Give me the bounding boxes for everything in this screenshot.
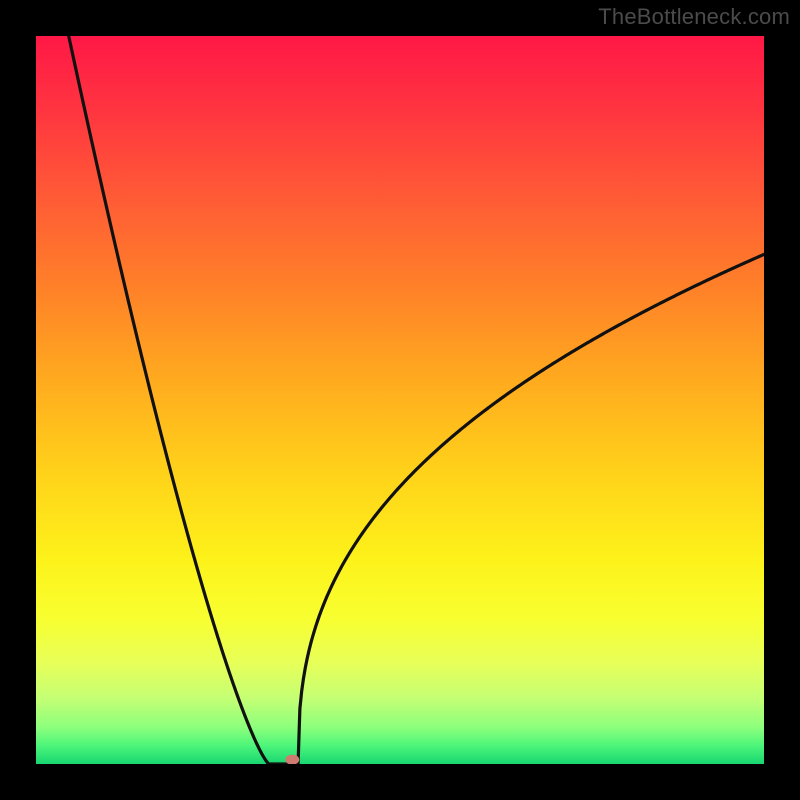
watermark-text: TheBottleneck.com <box>598 4 790 30</box>
plot-background <box>36 36 764 764</box>
bottleneck-curve-chart <box>0 0 800 800</box>
chart-frame: TheBottleneck.com <box>0 0 800 800</box>
optimum-marker <box>285 755 299 765</box>
